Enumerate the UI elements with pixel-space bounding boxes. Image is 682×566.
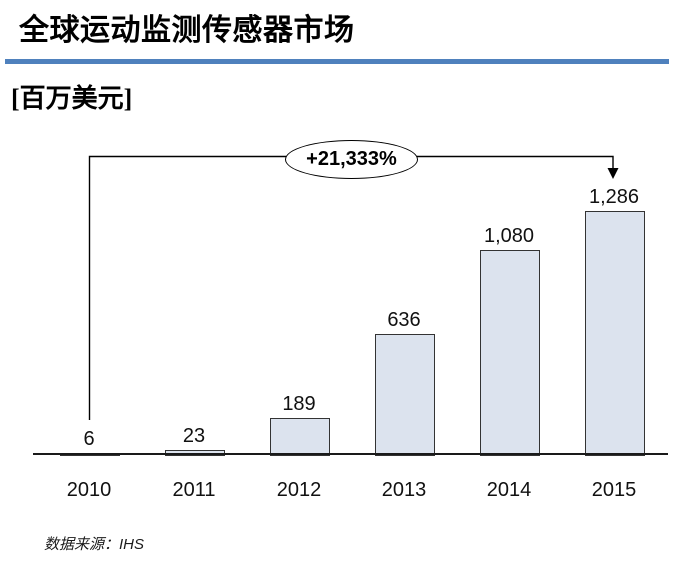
year-label-2015: 2015 bbox=[591, 479, 637, 501]
title-divider bbox=[5, 59, 669, 64]
bar-2013 bbox=[375, 334, 435, 456]
bar-2014 bbox=[480, 250, 540, 456]
value-label-2014: 1,080 bbox=[483, 225, 535, 247]
page-title: 全球运动监测传感器市场 bbox=[19, 14, 355, 47]
year-label-2011: 2011 bbox=[172, 479, 216, 501]
year-label-2010: 2010 bbox=[66, 479, 112, 501]
year-label-2014: 2014 bbox=[486, 479, 532, 501]
arrowhead-icon bbox=[607, 168, 619, 179]
year-label-2012: 2012 bbox=[276, 479, 322, 501]
bar-2015 bbox=[585, 211, 645, 456]
x-axis bbox=[33, 453, 668, 455]
year-label-2013: 2013 bbox=[381, 479, 427, 501]
unit-label: [百万美元] bbox=[11, 84, 133, 113]
growth-annotation-label: +21,333% bbox=[306, 148, 397, 170]
bar-2012 bbox=[270, 418, 330, 456]
growth-annotation-ellipse: +21,333% bbox=[285, 140, 418, 179]
source-note: 数据来源：IHS bbox=[44, 536, 145, 553]
value-label-2011: 23 bbox=[182, 425, 206, 447]
value-label-2012: 189 bbox=[282, 393, 316, 415]
value-label-2015: 1,286 bbox=[588, 186, 640, 208]
value-label-2010: 6 bbox=[83, 428, 95, 450]
value-label-2013: 636 bbox=[387, 309, 421, 331]
